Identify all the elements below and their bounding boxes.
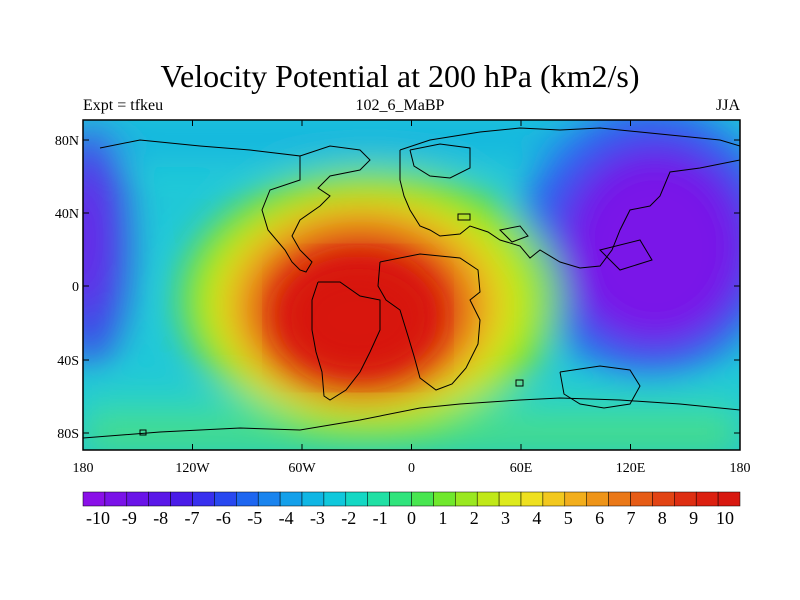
x-tick-label: 60E bbox=[510, 461, 533, 476]
colorbar-swatch bbox=[367, 491, 390, 507]
x-tick-label: 0 bbox=[408, 461, 415, 476]
colorbar-label: -3 bbox=[310, 508, 325, 528]
y-tick-label: 0 bbox=[72, 280, 79, 295]
colorbar-swatch bbox=[214, 491, 237, 507]
colorbar-label: 2 bbox=[470, 508, 479, 528]
colorbar-label: 9 bbox=[689, 508, 698, 528]
colorbar-label: -10 bbox=[86, 508, 110, 528]
map-title: Velocity Potential at 200 hPa (km2/s) bbox=[160, 58, 640, 94]
colorbar-swatch bbox=[674, 491, 697, 507]
colorbar-label: 3 bbox=[501, 508, 510, 528]
colorbar-label: -4 bbox=[279, 508, 294, 528]
season-label: JJA bbox=[715, 97, 740, 114]
colorbar-label: -6 bbox=[216, 508, 231, 528]
colorbar-label: -7 bbox=[185, 508, 200, 528]
colorbar-swatch bbox=[323, 491, 347, 507]
colorbar-swatch bbox=[542, 491, 566, 507]
y-tick-label: 40N bbox=[55, 207, 79, 222]
colorbar-swatch bbox=[630, 491, 653, 507]
colorbar-swatch bbox=[498, 491, 522, 507]
colorbar-swatch bbox=[695, 491, 719, 507]
x-tick-label: 180 bbox=[73, 461, 94, 476]
colorbar-swatch bbox=[433, 491, 456, 507]
colorbar-swatch bbox=[564, 491, 587, 507]
colorbar-label: -9 bbox=[122, 508, 137, 528]
colorbar-swatch bbox=[104, 491, 128, 507]
map-axes: 180 120W 60W 0 60E 120E 180 80N 40N 0 40S 80S bbox=[55, 120, 751, 476]
colorbar-swatch bbox=[126, 491, 149, 507]
colorbar-swatch bbox=[257, 491, 281, 507]
colorbar-swatch bbox=[82, 491, 106, 507]
colorbar-label: -8 bbox=[153, 508, 168, 528]
colorbar-swatch bbox=[717, 491, 741, 507]
colorbar-swatch bbox=[652, 491, 675, 507]
x-tick-label: 120W bbox=[175, 461, 210, 476]
colorbar-label: 7 bbox=[626, 508, 635, 528]
x-tick-label: 120E bbox=[616, 461, 646, 476]
colorbar-swatch bbox=[586, 491, 609, 507]
colorbar-label: 4 bbox=[532, 508, 541, 528]
colorbar-label: -5 bbox=[247, 508, 262, 528]
colorbar-swatch bbox=[170, 491, 193, 507]
colorbar-label: 0 bbox=[407, 508, 416, 528]
colorbar-swatch bbox=[520, 491, 544, 507]
colorbar-boxes bbox=[82, 491, 741, 507]
colorbar-labels: -10 -9 -8 -7 -6 -5 -4 -3 -2 -1 0 1 2 3 4 5 6 7 8 9 10 bbox=[86, 508, 734, 528]
colorbar-swatch bbox=[411, 491, 434, 507]
y-tick-label: 80N bbox=[55, 134, 79, 149]
colorbar-swatch bbox=[192, 491, 215, 507]
coastlines bbox=[83, 127, 740, 439]
colorbar-label: 8 bbox=[658, 508, 667, 528]
colorbar-swatch bbox=[148, 491, 171, 507]
x-tick-label: 180 bbox=[730, 461, 751, 476]
colorbar-swatch bbox=[476, 491, 500, 507]
case-label: 102_6_MaBP bbox=[355, 97, 445, 114]
colorbar-swatch bbox=[301, 491, 325, 507]
experiment-label: Expt = tfkeu bbox=[83, 97, 164, 114]
colorbar-label: 5 bbox=[564, 508, 573, 528]
colorbar-swatch bbox=[236, 491, 259, 507]
y-tick-label: 40S bbox=[57, 354, 79, 369]
colorbar-label: 10 bbox=[716, 508, 734, 528]
colorbar-label: 6 bbox=[595, 508, 604, 528]
colorbar-label: 1 bbox=[438, 508, 447, 528]
colorbar-swatch bbox=[279, 491, 303, 507]
x-tick-label: 60W bbox=[288, 461, 316, 476]
colorbar-swatch bbox=[345, 491, 368, 507]
y-tick-label: 80S bbox=[57, 427, 79, 442]
colorbar-swatch bbox=[455, 491, 478, 507]
colorbar-label: -1 bbox=[373, 508, 388, 528]
colorbar-swatch bbox=[608, 491, 631, 507]
colorbar-swatch bbox=[389, 491, 412, 507]
colorbar-label: -2 bbox=[341, 508, 356, 528]
